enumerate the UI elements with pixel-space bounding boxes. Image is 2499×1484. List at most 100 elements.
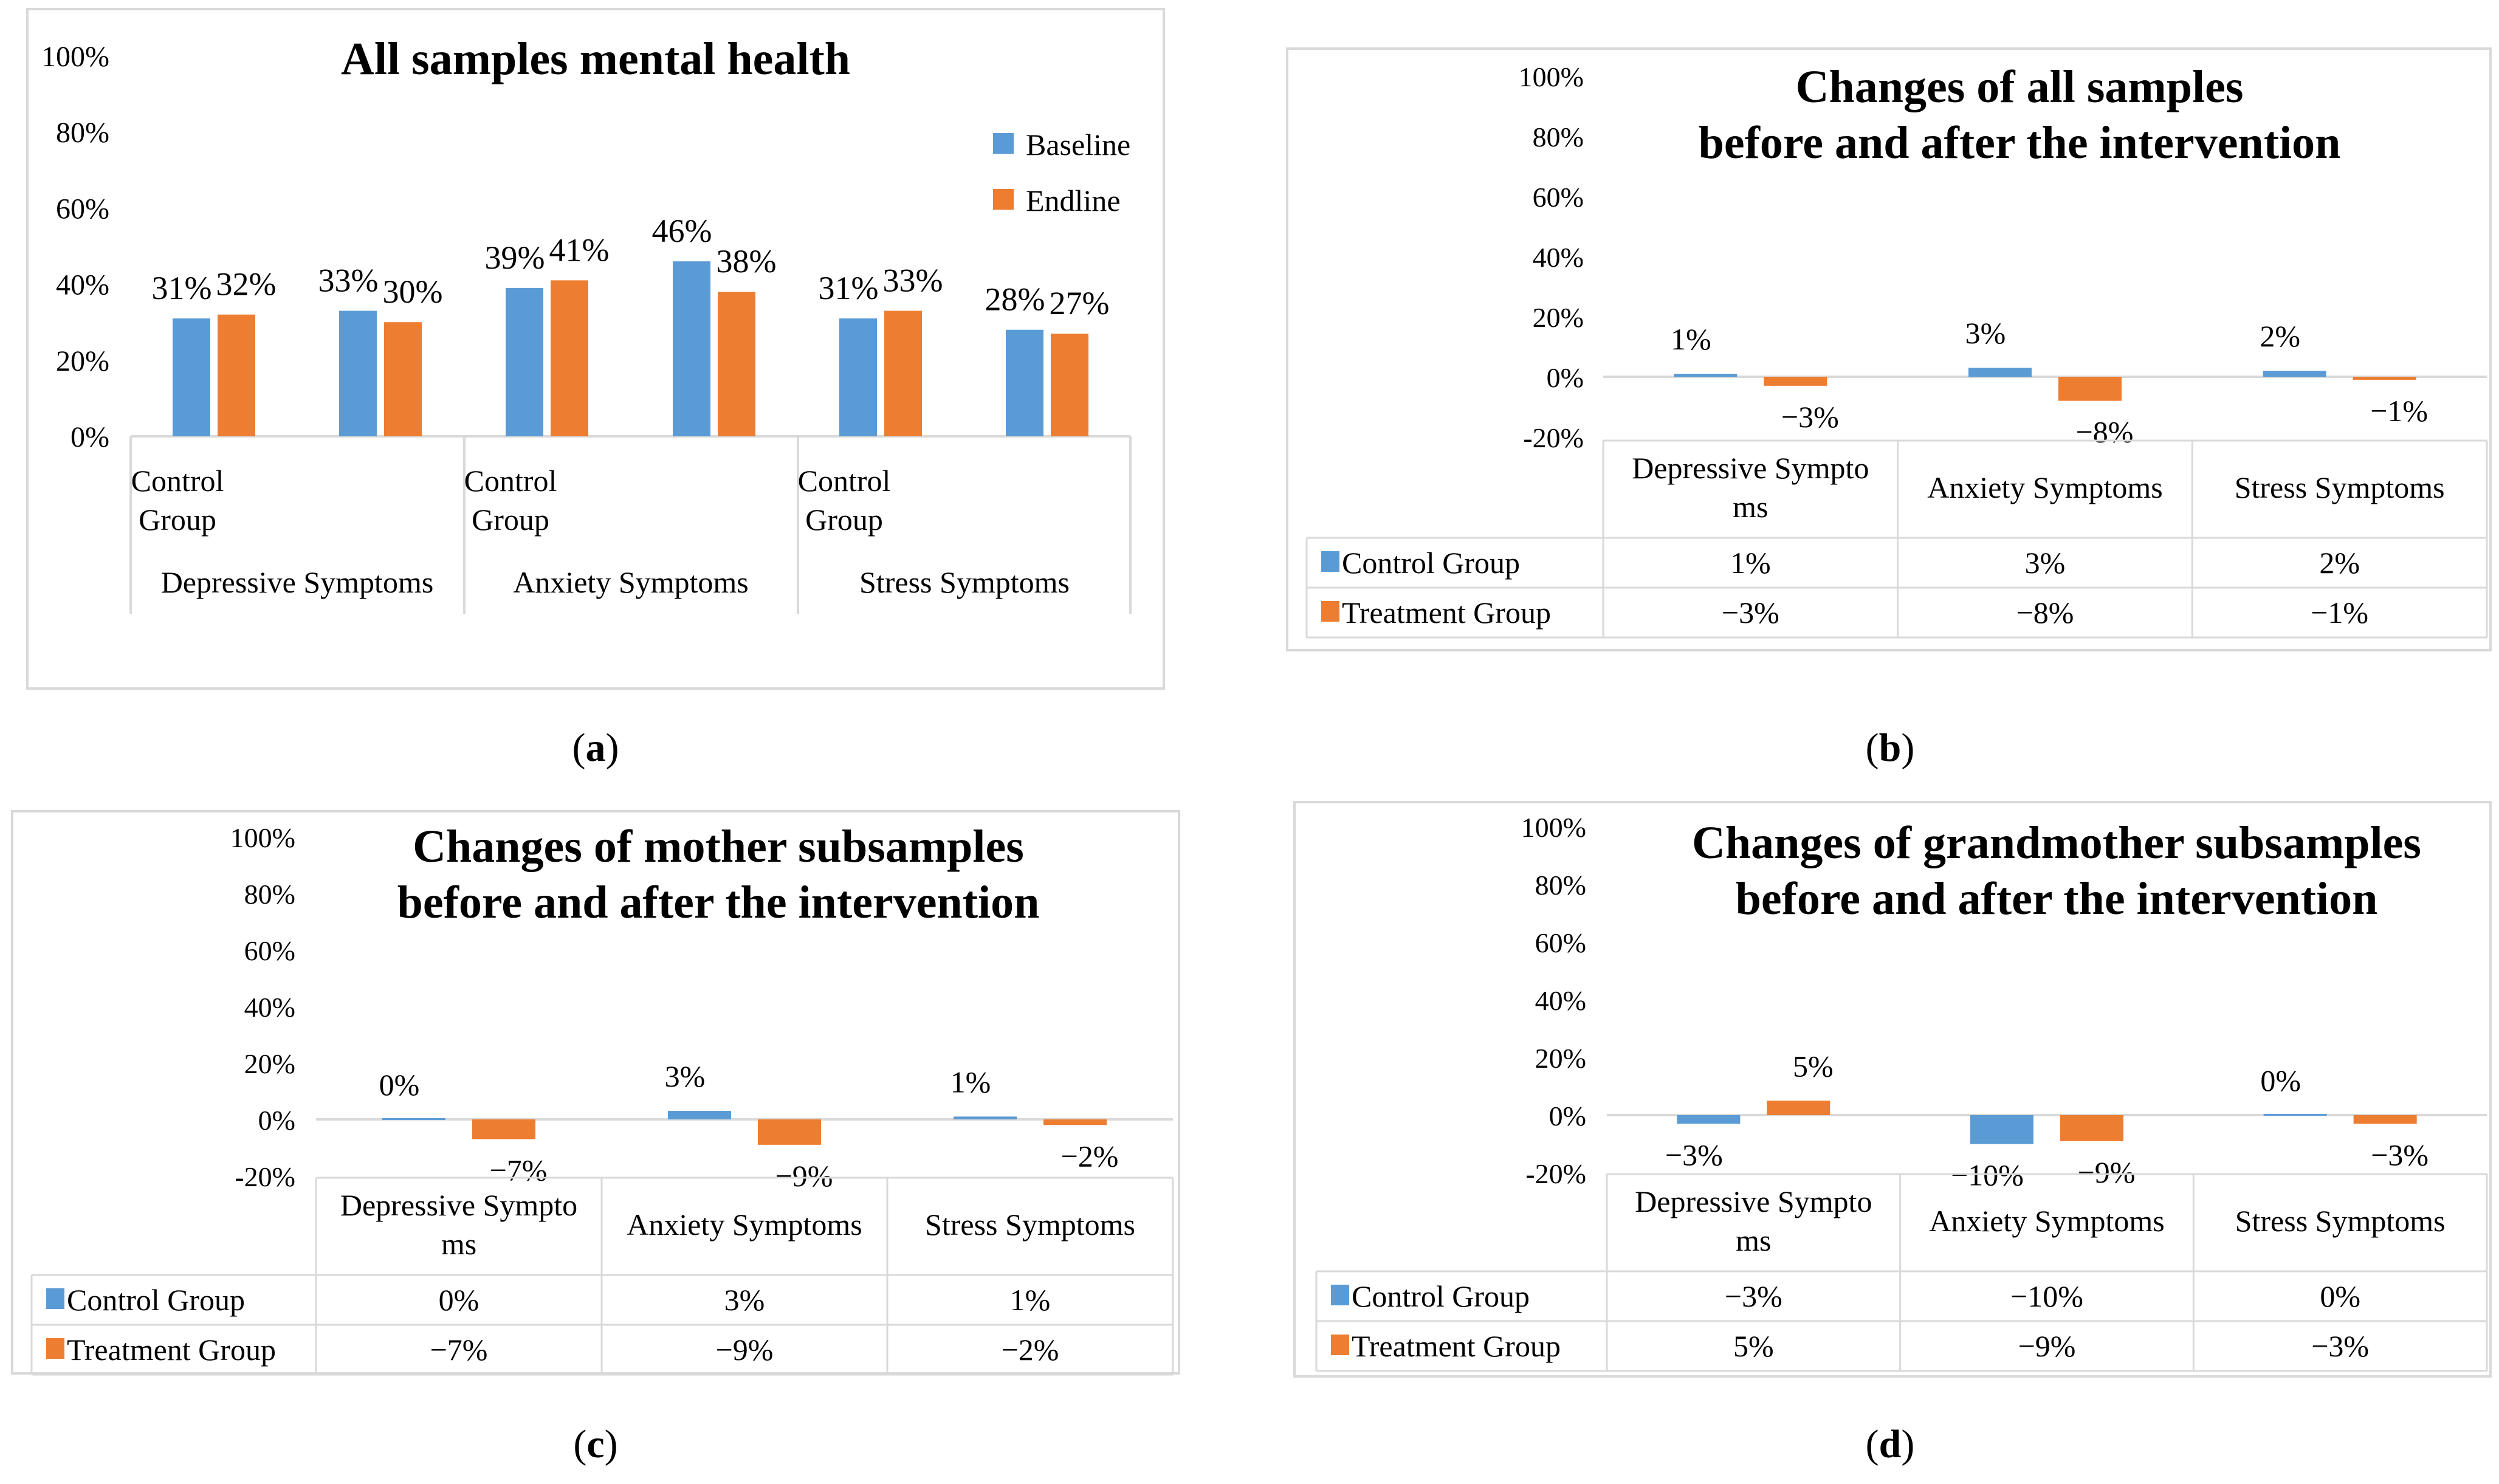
chart-frame [1286, 47, 2492, 651]
data-label: 28% [985, 281, 1045, 318]
x-tick-label: Stress Symptoms [2235, 1204, 2446, 1238]
bar-endline [218, 314, 255, 436]
y-tick-label: 100% [230, 822, 295, 853]
panel-label: (b) [1866, 726, 1915, 770]
x-tick-label: Control Group [131, 464, 224, 537]
data-label: −3% [1665, 1138, 1723, 1172]
bar-baseline [339, 311, 377, 436]
legend-label: Control Group [1352, 1279, 1530, 1313]
y-tick-label: 0% [258, 1105, 295, 1136]
table-cell: 3% [724, 1283, 765, 1317]
y-tick-label: 100% [41, 41, 109, 73]
y-tick-label: 80% [1533, 122, 1584, 153]
chart-title-line: before and after the intervention [397, 877, 1040, 928]
bar-baseline [673, 261, 710, 436]
x-tick-label: Anxiety Symptoms [1929, 1204, 2165, 1238]
bar-control [1968, 368, 2032, 377]
data-label: 5% [1793, 1049, 1834, 1083]
legend-swatch [1321, 551, 1339, 572]
bar-treatment [2058, 377, 2122, 401]
legend-swatch [1331, 1285, 1349, 1305]
data-label: 27% [1050, 285, 1110, 321]
bar-treatment [1764, 377, 1827, 386]
data-label: 0% [2260, 1063, 2301, 1098]
x-tick-label: Stress Symptoms [925, 1207, 1135, 1242]
y-tick-label: 20% [244, 1048, 295, 1079]
legend-swatch [46, 1288, 64, 1309]
bar-endline [1051, 333, 1088, 436]
x-tick-label: Anxiety Symptoms [627, 1207, 862, 1242]
data-label: −7% [490, 1153, 548, 1187]
y-tick-label: 40% [1535, 985, 1586, 1016]
table-cell: −9% [2018, 1329, 2076, 1363]
legend-label: Treatment Group [1342, 596, 1551, 630]
y-tick-label: -20% [1523, 422, 1584, 453]
x-tick-label: Stress Symptoms [2235, 470, 2445, 504]
legend-label: Treatment Group [67, 1333, 276, 1367]
bar-baseline [506, 287, 543, 436]
data-label: 38% [717, 243, 777, 280]
y-tick-label: 20% [56, 345, 109, 377]
y-tick-label: -20% [235, 1161, 295, 1192]
table-cell: 0% [2320, 1279, 2360, 1313]
chart-title-line: Changes of grandmother subsamples [1692, 817, 2421, 868]
legend-label: Endline [1026, 184, 1121, 218]
bar-treatment [1767, 1101, 1830, 1115]
bar-endline [384, 322, 422, 436]
bar-baseline [839, 318, 877, 436]
bar-baseline [1006, 329, 1043, 436]
bar-control [1677, 1115, 1741, 1124]
table-cell: 0% [439, 1283, 480, 1317]
data-label: −1% [2370, 394, 2428, 428]
bar-treatment [1043, 1119, 1107, 1125]
chart-a-title: All samples mental health [341, 33, 850, 84]
x-tick-label: Control Group [464, 464, 557, 537]
bar-baseline [173, 318, 210, 436]
bar-control [1674, 374, 1738, 377]
bar-treatment [2353, 377, 2416, 380]
legend-label: Control Group [1342, 546, 1520, 580]
table-cell: 1% [1730, 546, 1771, 580]
x-tick-label: Depressive Sympto ms [1632, 451, 1869, 524]
x-tick-label: Depressive Sympto ms [340, 1188, 577, 1261]
bar-treatment [758, 1119, 821, 1145]
data-label: −2% [1061, 1139, 1119, 1173]
bar-control [2263, 1114, 2327, 1116]
table-cell: 3% [2025, 546, 2066, 580]
chart-a-frame [26, 8, 1165, 690]
data-label: 33% [318, 262, 379, 298]
bar-control [382, 1118, 445, 1120]
chart-frame [11, 810, 1180, 1375]
table-cell: −10% [2010, 1279, 2083, 1313]
chart-title-line: Changes of all samples [1796, 61, 2244, 112]
data-label: −8% [2076, 415, 2134, 449]
chart-d: Changes of grandmother subsamplesbefore … [1293, 801, 2492, 1378]
bar-control [2263, 371, 2326, 377]
data-label: −3% [1781, 400, 1839, 434]
table-cell: −2% [1002, 1333, 1059, 1367]
data-label: 0% [379, 1068, 420, 1102]
data-label: −9% [2078, 1155, 2136, 1189]
data-label: −3% [2371, 1138, 2429, 1172]
data-label: 30% [383, 273, 443, 310]
table-cell: −9% [716, 1333, 774, 1367]
bar-control [1970, 1115, 2033, 1144]
bar-endline [884, 311, 922, 436]
x-tick-label: Control Group [798, 464, 891, 537]
data-label: −9% [775, 1159, 833, 1193]
table-cell: −7% [430, 1333, 488, 1367]
data-label: 1% [950, 1065, 991, 1099]
table-cell: −3% [1725, 1279, 1782, 1313]
y-tick-label: 40% [244, 992, 295, 1023]
legend-label: Control Group [67, 1283, 245, 1317]
bar-endline [551, 280, 588, 436]
bar-treatment [2353, 1115, 2417, 1124]
bar-treatment [2060, 1115, 2123, 1141]
y-tick-label: 0% [70, 421, 109, 453]
data-label: 3% [665, 1059, 706, 1093]
legend-label: Treatment Group [1352, 1329, 1561, 1363]
y-tick-label: 80% [244, 879, 295, 910]
data-label: 1% [1671, 322, 1711, 356]
